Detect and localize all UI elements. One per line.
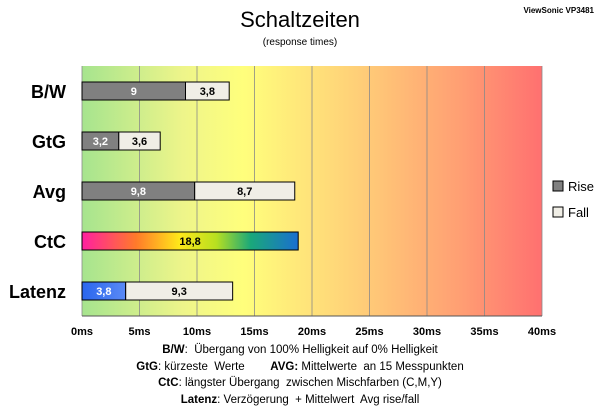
brand-label: ViewSonic VP3481 <box>523 6 594 15</box>
legend-label: Rise <box>568 179 594 194</box>
note-line: Latenz: Verzögerung + Mittelwert Avg ris… <box>0 392 600 409</box>
note-line: B/W: Übergang von 100% Helligkeit auf 0%… <box>0 342 600 359</box>
bar-fall <box>194 181 296 201</box>
bar-fall-label: 3,6 <box>132 136 147 148</box>
note-line: GtG: kürzeste Werte AVG: Mittelwerte an … <box>0 359 600 376</box>
bar-fall-label: 3,8 <box>200 86 215 98</box>
x-tick-label: 20ms <box>298 326 326 338</box>
bar-fall-label: 8,7 <box>237 186 252 198</box>
x-tick-label: 10ms <box>183 326 211 338</box>
x-tick-label: 0ms <box>71 326 93 338</box>
note-term: B/W <box>162 344 185 356</box>
bar-rise-label: 3,8 <box>96 286 111 298</box>
bar-rise-label: 9,8 <box>131 186 146 198</box>
category-label: B/W <box>31 82 66 102</box>
legend: Rise Fall <box>552 179 594 220</box>
category-label: Latenz <box>9 282 66 302</box>
note-term: CtC <box>158 377 179 389</box>
note-text: : Übergang von 100% Helligkeit auf 0% He… <box>184 344 438 356</box>
note-text: : längster Übergang zwischen Mischfarben… <box>178 377 442 389</box>
x-tick-label: 15ms <box>240 326 268 338</box>
legend-swatch <box>552 206 564 218</box>
category-label: CtC <box>34 232 66 252</box>
x-tick-label: 30ms <box>413 326 441 338</box>
bar-rise-label: 9 <box>131 86 137 98</box>
bar-rise-label: 18,8 <box>179 236 200 248</box>
legend-swatch <box>552 180 564 192</box>
bar-rise-label: 3,2 <box>93 136 108 148</box>
note-term: AVG: <box>270 360 299 373</box>
notes: B/W: Übergang von 100% Helligkeit auf 0%… <box>0 342 600 408</box>
x-tick-label: 25ms <box>355 326 383 338</box>
note-text: : kürzeste Werte <box>158 360 271 373</box>
note-text: Mittelwerte an 15 Messpunkten <box>298 360 464 373</box>
note-term: Latenz <box>180 393 218 406</box>
legend-label: Fall <box>568 205 589 220</box>
chart-subtitle: (response times) <box>263 37 337 48</box>
note-term: GtG <box>136 360 158 373</box>
x-tick-label: 5ms <box>128 326 150 338</box>
note-line: CtC: längster Übergang zwischen Mischfar… <box>0 375 600 392</box>
bar-fall <box>118 131 161 151</box>
bar-fall-label: 9,3 <box>172 286 187 298</box>
category-labels: B/W GtG Avg CtC Latenz <box>9 82 66 302</box>
bar-fall <box>125 281 234 301</box>
chart-title: Schaltzeiten <box>240 7 360 32</box>
category-label: Avg <box>33 182 66 202</box>
bar-rise <box>81 231 299 251</box>
bar-fall <box>185 81 230 101</box>
note-text: : Verzögerung + Mittelwert Avg rise/fall <box>217 393 420 406</box>
x-tick-labels: 0ms 5ms 10ms 15ms 20ms 25ms 30ms 35ms 40ms <box>71 326 556 338</box>
bars: 9 3,8 3,2 3,6 9,8 8,7 18,8 3,8 9,3 <box>81 81 299 301</box>
category-label: GtG <box>32 132 66 152</box>
x-tick-label: 40ms <box>528 326 556 338</box>
x-tick-label: 35ms <box>470 326 498 338</box>
